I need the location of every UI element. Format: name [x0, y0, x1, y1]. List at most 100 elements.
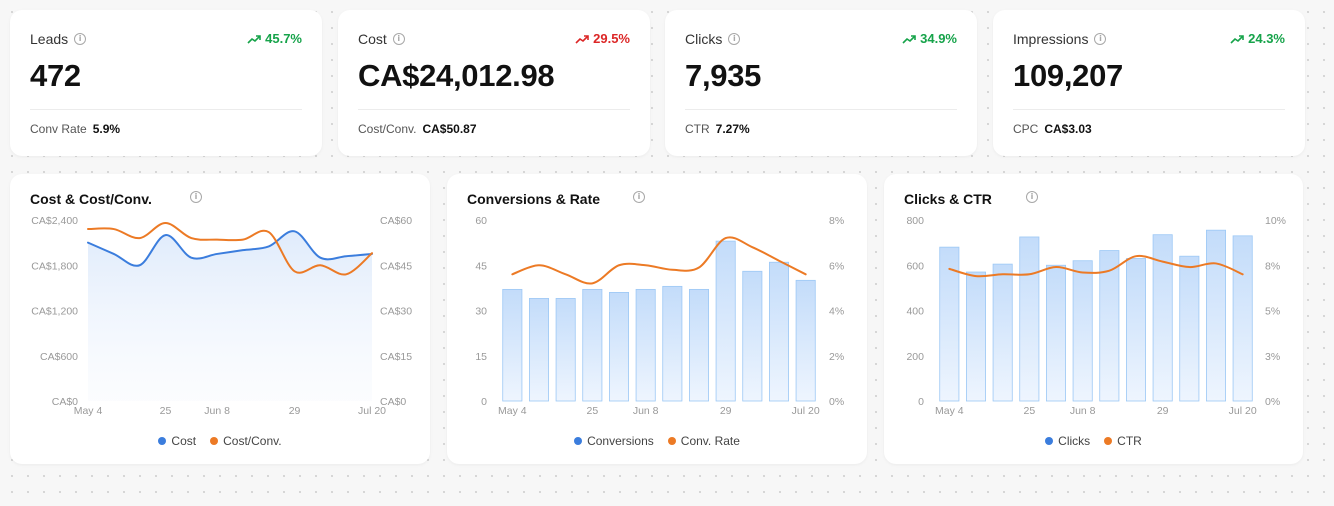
- legend-dot: [1045, 437, 1054, 445]
- y-right-tick-label: 0%: [829, 396, 844, 408]
- chart-card-cost: Cost & Cost/Conv. i CA$0 CA$600 CA$1,200 CA…: [10, 174, 430, 464]
- y-left-tick-label: CA$0: [52, 396, 78, 408]
- divider: [685, 109, 957, 110]
- y-right-tick-label: 10%: [1265, 215, 1286, 227]
- trend-up-icon: [575, 34, 589, 44]
- chart-legend: Conversions Conv. Rate: [447, 434, 867, 448]
- y-right-tick-label: 2%: [829, 351, 844, 363]
- info-icon[interactable]: i: [1026, 191, 1038, 203]
- y-right-tick-label: 4%: [829, 306, 844, 318]
- trend-up-icon: [1230, 34, 1244, 44]
- series-line-ctr[interactable]: [948, 254, 1244, 278]
- y-right-tick-label: CA$30: [380, 306, 412, 318]
- chart-legend: Clicks CTR: [884, 434, 1303, 448]
- info-icon[interactable]: i: [74, 33, 87, 45]
- x-tick-label: May 4: [935, 405, 964, 417]
- legend-item[interactable]: Conv. Rate: [667, 434, 740, 448]
- bar-conversions[interactable]: [795, 279, 816, 402]
- x-tick-label: 29: [1157, 405, 1169, 417]
- bar-conversions[interactable]: [555, 298, 576, 402]
- series-line-conv-rate[interactable]: [511, 236, 807, 285]
- info-icon[interactable]: i: [392, 33, 405, 45]
- x-tick-label: 29: [720, 405, 732, 417]
- series-line-cost-conv-[interactable]: [87, 222, 373, 276]
- trend-up-icon: [902, 34, 916, 44]
- legend-dot: [667, 437, 676, 445]
- legend-dot: [574, 437, 583, 445]
- x-tick-label: 25: [160, 405, 172, 417]
- y-left-tick-label: 15: [475, 351, 487, 363]
- y-left-tick-label: 60: [475, 215, 487, 227]
- y-left-tick-label: 0: [481, 396, 487, 408]
- bar-clicks[interactable]: [939, 246, 960, 402]
- bar-conversions[interactable]: [768, 261, 789, 402]
- trend-up-icon: [247, 34, 261, 44]
- y-right-tick-label: CA$15: [380, 351, 412, 363]
- info-icon[interactable]: i: [190, 191, 202, 203]
- y-right-tick-label: CA$0: [380, 396, 406, 408]
- x-tick-label: Jul 20: [792, 405, 820, 417]
- sub-value: 7.27%: [715, 122, 750, 136]
- legend-dot: [210, 437, 219, 445]
- chart-plot: CA$0 CA$600 CA$1,200 CA$1,800 CA$2,400 CA$0 CA…: [31, 215, 412, 417]
- sub-label: Cost/Conv.: [358, 122, 417, 136]
- chart-card-conversions: Conversions & Rate i 0 15 30 45 60 0% 2% 4% 6% 8%…: [447, 174, 867, 464]
- y-left-tick-label: 45: [475, 260, 487, 272]
- divider: [30, 109, 302, 110]
- bar-conversions[interactable]: [715, 240, 736, 402]
- info-icon[interactable]: i: [1094, 33, 1107, 45]
- bar-clicks[interactable]: [966, 271, 987, 402]
- legend-dot: [1104, 437, 1113, 445]
- legend-label: Conversions: [587, 434, 654, 448]
- bar-clicks[interactable]: [1205, 229, 1226, 402]
- bar-clicks[interactable]: [1152, 234, 1173, 402]
- y-right-tick-label: 5%: [1265, 306, 1280, 318]
- info-icon[interactable]: i: [633, 191, 645, 203]
- y-left-tick-label: 800: [906, 215, 924, 227]
- x-tick-label: May 4: [74, 405, 103, 417]
- bar-clicks[interactable]: [992, 263, 1013, 402]
- delta-badge: 45.7%: [247, 31, 302, 46]
- area-fill-cost: [88, 231, 372, 401]
- info-icon[interactable]: i: [728, 33, 741, 45]
- delta-value: 45.7%: [265, 31, 302, 46]
- bar-clicks[interactable]: [1099, 250, 1120, 402]
- legend-item[interactable]: Clicks: [1045, 434, 1090, 448]
- legend-item[interactable]: Cost: [158, 434, 196, 448]
- y-left-tick-label: 400: [906, 306, 924, 318]
- x-tick-label: Jul 20: [358, 405, 386, 417]
- bar-conversions[interactable]: [502, 288, 523, 402]
- legend-label: Conv. Rate: [680, 434, 740, 448]
- y-right-tick-label: 0%: [1265, 396, 1280, 408]
- bar-clicks[interactable]: [1045, 264, 1066, 402]
- delta-badge: 29.5%: [575, 31, 630, 46]
- series-line-cost[interactable]: [87, 230, 373, 267]
- bar-conversions[interactable]: [635, 288, 656, 402]
- bar-conversions[interactable]: [688, 288, 709, 402]
- bar-clicks[interactable]: [1179, 255, 1200, 402]
- bar-conversions[interactable]: [742, 270, 763, 402]
- bar-clicks[interactable]: [1019, 236, 1040, 402]
- x-tick-label: 25: [1023, 405, 1035, 417]
- bar-conversions[interactable]: [529, 298, 550, 402]
- y-right-tick-label: CA$60: [380, 215, 412, 227]
- bar-clicks[interactable]: [1125, 258, 1146, 402]
- bar-conversions[interactable]: [608, 292, 629, 402]
- sub-value: CA$50.87: [422, 122, 477, 136]
- chart-card-clicks: Clicks & CTR i 0 200 400 600 800 0% 3% 5% 8% 10% M…: [884, 174, 1303, 464]
- y-right-tick-label: 8%: [829, 215, 844, 227]
- bar-clicks[interactable]: [1232, 235, 1253, 402]
- bar-conversions[interactable]: [662, 285, 683, 402]
- legend-item[interactable]: Conversions: [574, 434, 654, 448]
- x-tick-label: 25: [586, 405, 598, 417]
- y-left-tick-label: CA$600: [40, 351, 78, 363]
- legend-item[interactable]: Cost/Conv.: [210, 434, 282, 448]
- bar-clicks[interactable]: [1072, 260, 1093, 402]
- kpi-value: 109,207: [1013, 58, 1123, 93]
- sub-label: CTR: [685, 122, 710, 136]
- x-tick-label: 29: [289, 405, 301, 417]
- y-right-tick-label: CA$45: [380, 260, 412, 272]
- bar-conversions[interactable]: [582, 288, 603, 402]
- chart-title: Clicks & CTR: [904, 191, 992, 207]
- legend-item[interactable]: CTR: [1104, 434, 1142, 448]
